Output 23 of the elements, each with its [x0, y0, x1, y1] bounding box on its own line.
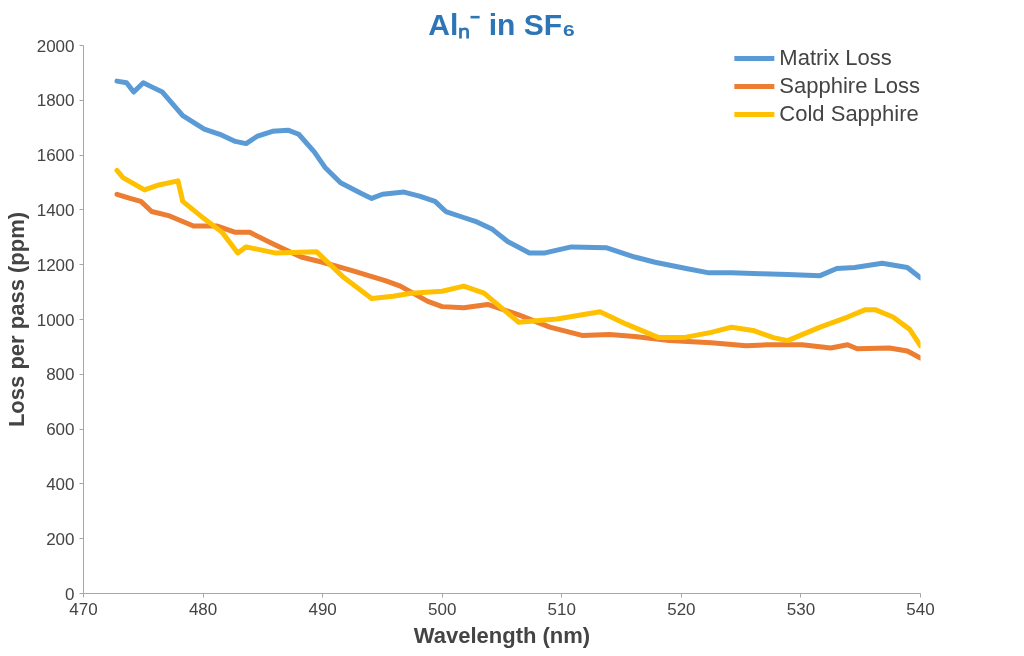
x-tick-label: 540 — [906, 599, 935, 619]
y-tick-label: 800 — [46, 365, 75, 385]
y-axis-title: Loss per pass (ppm) — [3, 211, 29, 428]
x-tick-label: 530 — [786, 599, 816, 619]
y-tick-label: 1000 — [36, 310, 75, 330]
legend-label: Cold Sapphire — [779, 101, 919, 127]
legend-label: Matrix Loss — [779, 45, 892, 71]
y-tick-label: 1600 — [36, 146, 75, 166]
y-tick-label: 2000 — [36, 36, 75, 56]
x-tick-label: 500 — [428, 599, 457, 619]
y-tick-label: 600 — [46, 420, 75, 440]
y-tick-label: 1400 — [36, 200, 75, 220]
x-tick-label: 490 — [308, 599, 337, 619]
chart-title: Alₙ⁻ in SF₆ — [428, 7, 576, 41]
x-tick-label: 480 — [188, 599, 218, 619]
y-tick-label: 400 — [46, 474, 75, 494]
x-tick-label: 510 — [547, 599, 576, 619]
y-tick-label: 1800 — [36, 91, 75, 111]
legend-label: Sapphire Loss — [779, 73, 920, 99]
x-axis-title: Wavelength (nm) — [413, 622, 591, 648]
x-tick-label: 520 — [667, 599, 696, 619]
y-tick-label: 1200 — [36, 255, 75, 275]
y-tick-label: 200 — [46, 529, 75, 549]
